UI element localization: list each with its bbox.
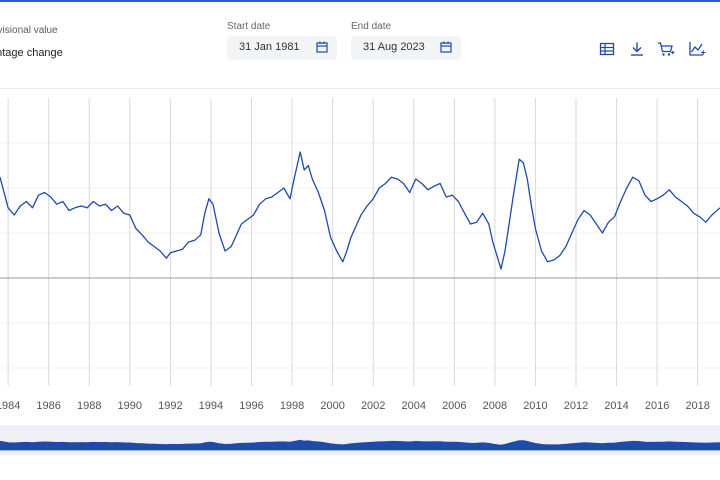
line-chart: 1984 1986 1988 1990 1992 1994 1996 1998 2000 2002…	[0, 98, 720, 412]
chart-add-icon[interactable]	[688, 40, 706, 58]
percentage-change-legend: entage change	[0, 47, 63, 59]
x-tick-label: 2010	[523, 400, 547, 412]
x-tick-label: 1994	[199, 400, 223, 412]
end-date-field[interactable]: 31 Aug 2023	[351, 36, 461, 60]
x-tick-label: 1984	[0, 400, 20, 412]
end-date-value: 31 Aug 2023	[363, 41, 425, 53]
top-accent-bar	[0, 0, 720, 2]
x-tick-label: 1998	[280, 400, 304, 412]
x-tick-label: 2016	[645, 400, 669, 412]
x-tick-label: 1986	[36, 400, 60, 412]
x-tick-label: 2000	[320, 400, 344, 412]
x-tick-label: 2008	[483, 400, 507, 412]
x-tick-label: 1988	[77, 400, 101, 412]
header-divider	[0, 88, 720, 89]
x-tick-label: 2014	[604, 400, 628, 412]
x-tick-label: 2004	[402, 400, 426, 412]
series-line-0	[0, 151, 720, 270]
x-tick-label: 2002	[361, 400, 385, 412]
x-tick-label: 1992	[158, 400, 182, 412]
calendar-icon[interactable]	[440, 41, 452, 53]
start-date-value: 31 Jan 1981	[239, 41, 300, 53]
download-icon[interactable]	[628, 40, 646, 58]
provisional-value-legend: ovisional value	[0, 25, 58, 36]
x-tick-label: 2006	[442, 400, 466, 412]
cart-add-icon[interactable]	[657, 40, 675, 58]
start-date-field[interactable]: 31 Jan 1981	[227, 36, 337, 60]
x-tick-label: 2012	[564, 400, 588, 412]
x-tick-label: 2018	[685, 400, 709, 412]
calendar-icon[interactable]	[316, 41, 328, 53]
table-icon[interactable]	[598, 40, 616, 58]
navigator-series-area	[0, 439, 720, 451]
start-date-label: Start date	[227, 21, 271, 32]
x-tick-label: 1996	[239, 400, 263, 412]
range-navigator[interactable]	[0, 426, 720, 454]
x-tick-label: 1990	[118, 400, 142, 412]
end-date-label: End date	[351, 21, 392, 32]
